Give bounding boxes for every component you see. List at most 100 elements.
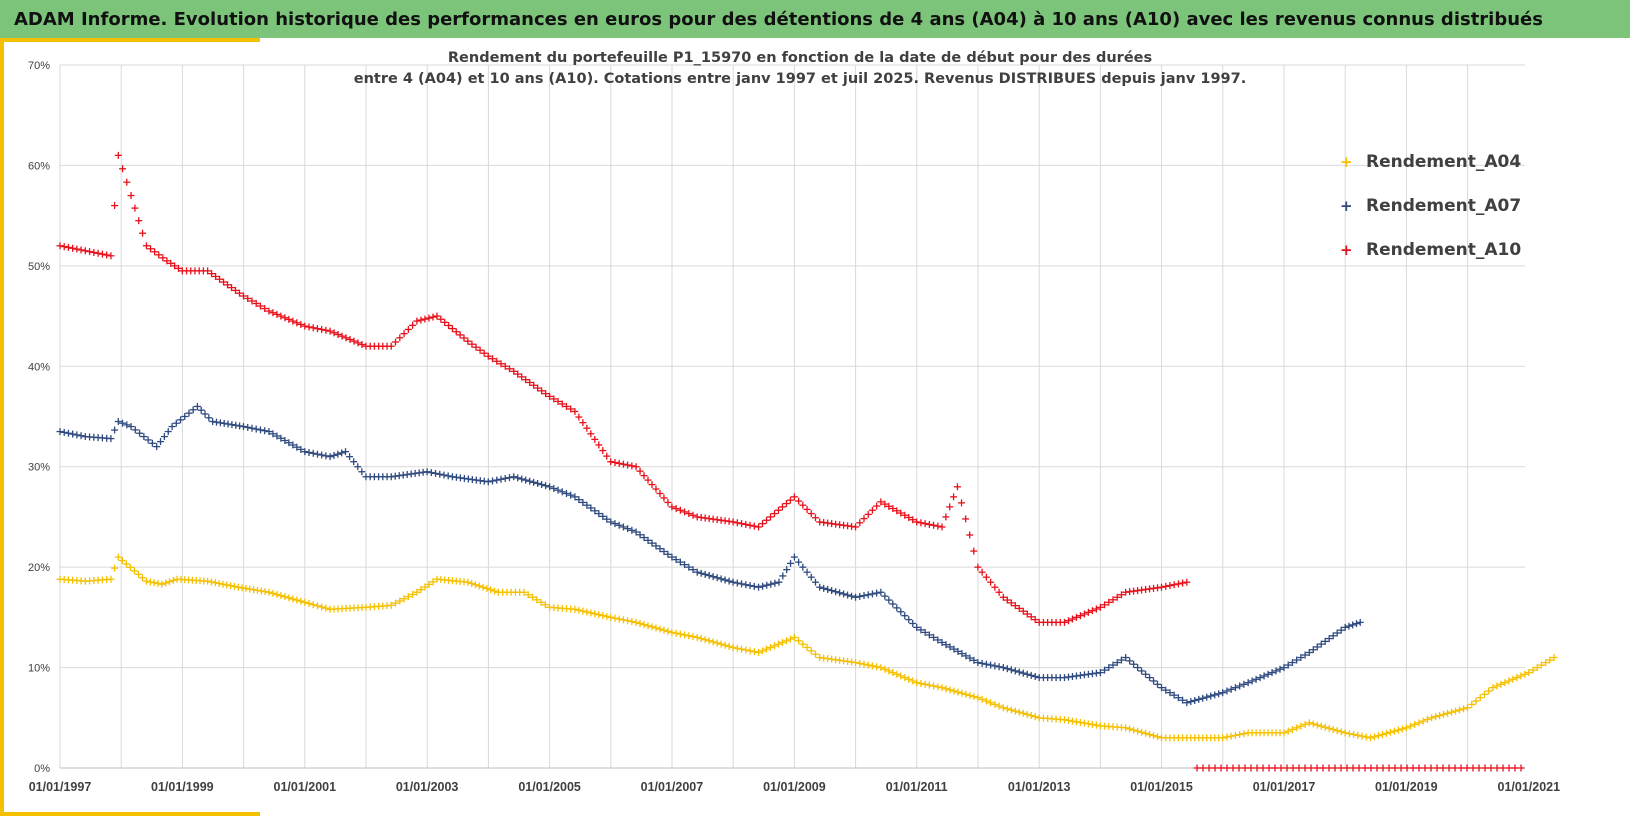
data-point [759,582,767,590]
data-point [934,636,942,644]
data-point [1370,733,1378,741]
data-point [571,605,579,613]
data-point [1297,654,1305,662]
data-point [848,592,856,600]
data-point [1481,764,1489,772]
data-point [1031,713,1039,721]
data-point [1264,670,1272,678]
data-point [269,309,277,317]
data-point [193,402,201,410]
data-point [1489,684,1497,692]
data-point [433,312,441,320]
data-point [644,476,652,484]
data-point [803,568,811,576]
data-point [476,346,484,354]
data-point [713,639,721,647]
data-point [660,548,668,556]
data-point [885,667,893,675]
data-point [917,519,925,527]
data-point [1480,690,1488,698]
data-point [413,317,421,325]
data-point [205,414,213,422]
data-point [537,598,545,606]
data-point [664,627,672,635]
data-point [1007,599,1015,607]
data-point [729,643,737,651]
data-point [774,506,782,514]
data-point [660,626,668,634]
data-point [721,576,729,584]
x-tick-label: 01/01/2015 [1130,780,1193,794]
data-point [1284,727,1292,735]
data-point [729,518,737,526]
data-point [248,297,256,305]
data-point [1076,612,1084,620]
data-point [60,428,68,436]
data-point [1240,730,1248,738]
data-point [1352,620,1360,628]
data-point [807,573,815,581]
data-point [587,504,595,512]
y-tick-label: 50% [28,261,50,273]
data-point [436,470,444,478]
data-point [1072,718,1080,726]
data-point [530,381,538,389]
data-point [978,695,986,703]
data-point [1227,732,1235,740]
data-point [429,578,437,586]
data-point [501,474,509,482]
data-point [144,436,152,444]
data-point [1271,764,1279,772]
data-point [211,579,219,587]
data-point [1542,659,1550,667]
data-point [607,613,615,621]
data-point [1457,764,1465,772]
data-point [1421,764,1429,772]
data-point [1428,714,1436,722]
data-point [782,500,790,508]
data-point [909,619,917,627]
data-point [778,638,786,646]
data-point [676,630,684,638]
data-point [126,563,134,571]
data-point [856,592,864,600]
data-point [755,523,763,531]
data-point [1501,679,1509,687]
data-point [733,579,741,587]
axis-labels: 0% 10% 20% 30% 40% 50% 60% 70% 01/01/1997 01/01/1… [28,60,1560,794]
data-point [1283,764,1291,772]
data-point [1499,764,1507,772]
data-point [404,593,412,601]
data-point [905,616,913,624]
data-point [1253,764,1261,772]
data-point [1227,685,1235,693]
data-point [261,427,269,435]
data-point [648,623,656,631]
data-point [497,360,505,368]
data-point [281,436,289,444]
data-point [636,531,644,539]
data-point [755,649,763,657]
accent-bar-bottom [0,812,260,816]
data-point [1211,691,1219,699]
data-point [1427,764,1435,772]
data-point [1398,725,1406,733]
data-point [750,648,758,656]
data-point [995,663,1003,671]
data-point [464,578,472,586]
data-point [583,608,591,616]
data-point [309,601,317,609]
data-point [305,599,313,607]
data-point [660,494,668,502]
data-point [1391,764,1399,772]
data-point [807,510,815,518]
data-point [852,659,860,667]
data-point [1096,669,1104,677]
data-point [285,439,293,447]
data-point [595,441,603,449]
data-point [1379,764,1387,772]
data-point [836,589,844,597]
data-point [1256,674,1264,682]
data-point [742,646,750,654]
data-point [73,431,81,439]
